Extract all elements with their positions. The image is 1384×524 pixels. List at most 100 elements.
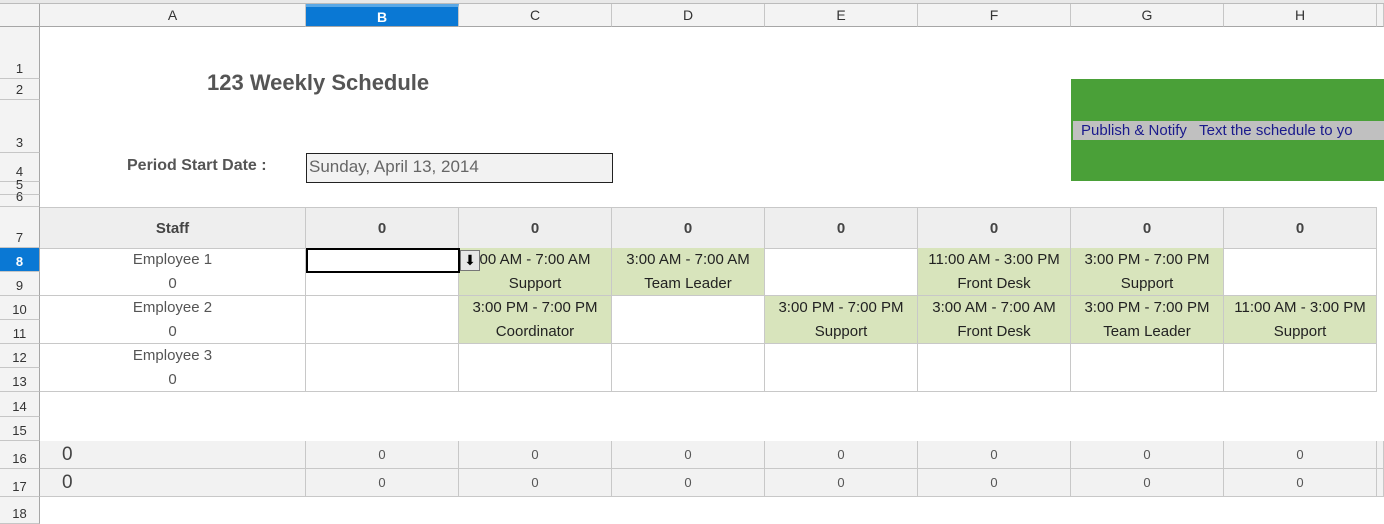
shift-time: 11:00 AM - 3:00 PM: [928, 251, 1060, 268]
empty-cell[interactable]: [765, 344, 918, 392]
shift-time: 3:00 PM - 7:00 PM: [1084, 299, 1210, 316]
shift-time: 3:00 AM - 7:00 AM: [626, 251, 750, 268]
shift-cell[interactable]: 3:00 AM - 7:00 AM Team Leader: [612, 248, 765, 296]
row-header-8[interactable]: 8: [0, 248, 40, 272]
shift-role: Support: [508, 275, 562, 292]
employee-row-label: Employee 1 0: [40, 248, 306, 296]
column-header-h[interactable]: H: [1224, 4, 1377, 27]
employee-name: Employee 3: [132, 347, 213, 364]
schedule-title: 123 Weekly Schedule: [207, 70, 430, 95]
publish-notify-button[interactable]: Publish & Notify Text the schedule to yo: [1073, 121, 1384, 140]
row-header-16[interactable]: 16: [0, 441, 40, 469]
row-header-17[interactable]: 17: [0, 469, 40, 497]
empty-cell[interactable]: [612, 296, 765, 344]
employee-hours: 0: [168, 275, 177, 292]
shift-role: Support: [814, 323, 868, 340]
shift-time: 3:00 PM - 7:00 PM: [472, 299, 598, 316]
shift-cell[interactable]: 3:00 PM - 7:00 PM Coordinator: [459, 296, 612, 344]
row-header-14[interactable]: 14: [0, 392, 40, 417]
day-header: 0: [612, 207, 765, 249]
shift-cell[interactable]: 11:00 AM - 3:00 PM Front Desk: [918, 248, 1071, 296]
empty-cell[interactable]: [765, 248, 918, 296]
empty-cell[interactable]: [918, 344, 1071, 392]
shift-role: Support: [1273, 323, 1327, 340]
period-start-label: Period Start Date :: [127, 157, 267, 174]
row-header-12[interactable]: 12: [0, 344, 40, 368]
row-header-15[interactable]: 15: [0, 417, 40, 441]
employee-name: Employee 2: [132, 299, 213, 316]
empty-cell[interactable]: [306, 344, 459, 392]
total-spill: [1377, 441, 1384, 469]
column-header-d[interactable]: D: [612, 4, 765, 27]
total-value: 0: [1071, 469, 1224, 497]
total-value: 0: [306, 441, 459, 469]
column-header-e[interactable]: E: [765, 4, 918, 27]
column-header-f[interactable]: F: [918, 4, 1071, 27]
totals-label: 0: [40, 441, 306, 469]
shift-role: Support: [1120, 275, 1174, 292]
empty-cell[interactable]: [306, 296, 459, 344]
row-header-5[interactable]: 5: [0, 177, 40, 195]
total-value: 0: [1071, 441, 1224, 469]
total-value: 0: [918, 469, 1071, 497]
cell-dropdown-button[interactable]: ⬇: [460, 250, 480, 271]
empty-cell[interactable]: [459, 344, 612, 392]
shift-cell[interactable]: 00 AM - 7:00 AM Support: [459, 248, 612, 296]
row-header-2[interactable]: 2: [0, 79, 40, 100]
shift-role: Team Leader: [644, 275, 732, 292]
row-header-7[interactable]: 7: [0, 207, 40, 248]
shift-role: Team Leader: [1103, 323, 1191, 340]
total-value: 0: [1224, 469, 1377, 497]
shift-cell[interactable]: 11:00 AM - 3:00 PM Support: [1224, 296, 1377, 344]
row-header-9[interactable]: 9: [0, 272, 40, 296]
day-header: 0: [306, 207, 459, 249]
empty-cell[interactable]: [1224, 248, 1377, 296]
column-header-i[interactable]: [1377, 4, 1384, 27]
day-header: 0: [1071, 207, 1224, 249]
select-all-corner[interactable]: [0, 4, 40, 27]
shift-time: 3:00 PM - 7:00 PM: [778, 299, 904, 316]
selected-cell-cursor[interactable]: [306, 248, 460, 273]
shift-cell[interactable]: 3:00 PM - 7:00 PM Support: [765, 296, 918, 344]
shift-time: 00 AM - 7:00 AM: [479, 251, 591, 268]
staff-header: Staff: [40, 207, 306, 249]
column-header-a[interactable]: A: [40, 4, 306, 27]
total-spill: [1377, 469, 1384, 497]
publish-notify-label: Publish & Notify: [1081, 122, 1187, 139]
employee-row-label: Employee 2 0: [40, 296, 306, 344]
row-header-13[interactable]: 13: [0, 368, 40, 392]
row-header-18[interactable]: 18: [0, 497, 40, 524]
shift-role: Front Desk: [957, 275, 1031, 292]
shift-cell[interactable]: 3:00 PM - 7:00 PM Team Leader: [1071, 296, 1224, 344]
empty-cell[interactable]: [1071, 344, 1224, 392]
toolbar-edge: [0, 0, 1384, 4]
shift-time: 3:00 PM - 7:00 PM: [1084, 251, 1210, 268]
employee-name: Employee 1: [132, 251, 213, 268]
total-value: 0: [459, 469, 612, 497]
day-header: 0: [459, 207, 612, 249]
employee-hours: 0: [168, 371, 177, 388]
row-header-6[interactable]: 6: [0, 189, 40, 207]
publish-notify-panel: Publish & Notify Text the schedule to yo: [1071, 79, 1384, 181]
row-header-10[interactable]: 10: [0, 296, 40, 320]
empty-cell[interactable]: [1224, 344, 1377, 392]
row-header-4[interactable]: 4: [0, 153, 40, 182]
shift-cell[interactable]: 3:00 AM - 7:00 AM Front Desk: [918, 296, 1071, 344]
total-value: 0: [612, 469, 765, 497]
day-header: 0: [918, 207, 1071, 249]
row-header-3[interactable]: 3: [0, 100, 40, 153]
shift-time: 11:00 AM - 3:00 PM: [1234, 299, 1366, 316]
empty-cell[interactable]: [612, 344, 765, 392]
publish-notify-text: Text the schedule to yo: [1199, 122, 1353, 139]
row-header-1[interactable]: 1: [0, 27, 40, 79]
period-start-date-field[interactable]: Sunday, April 13, 2014: [306, 153, 613, 183]
column-header-c[interactable]: C: [459, 4, 612, 27]
row-header-11[interactable]: 11: [0, 320, 40, 344]
totals-label: 0: [40, 469, 306, 497]
total-value: 0: [1224, 441, 1377, 469]
column-header-b[interactable]: B: [306, 4, 459, 27]
total-value: 0: [765, 441, 918, 469]
column-header-g[interactable]: G: [1071, 4, 1224, 27]
shift-cell[interactable]: 3:00 PM - 7:00 PM Support: [1071, 248, 1224, 296]
shift-role: Front Desk: [957, 323, 1031, 340]
